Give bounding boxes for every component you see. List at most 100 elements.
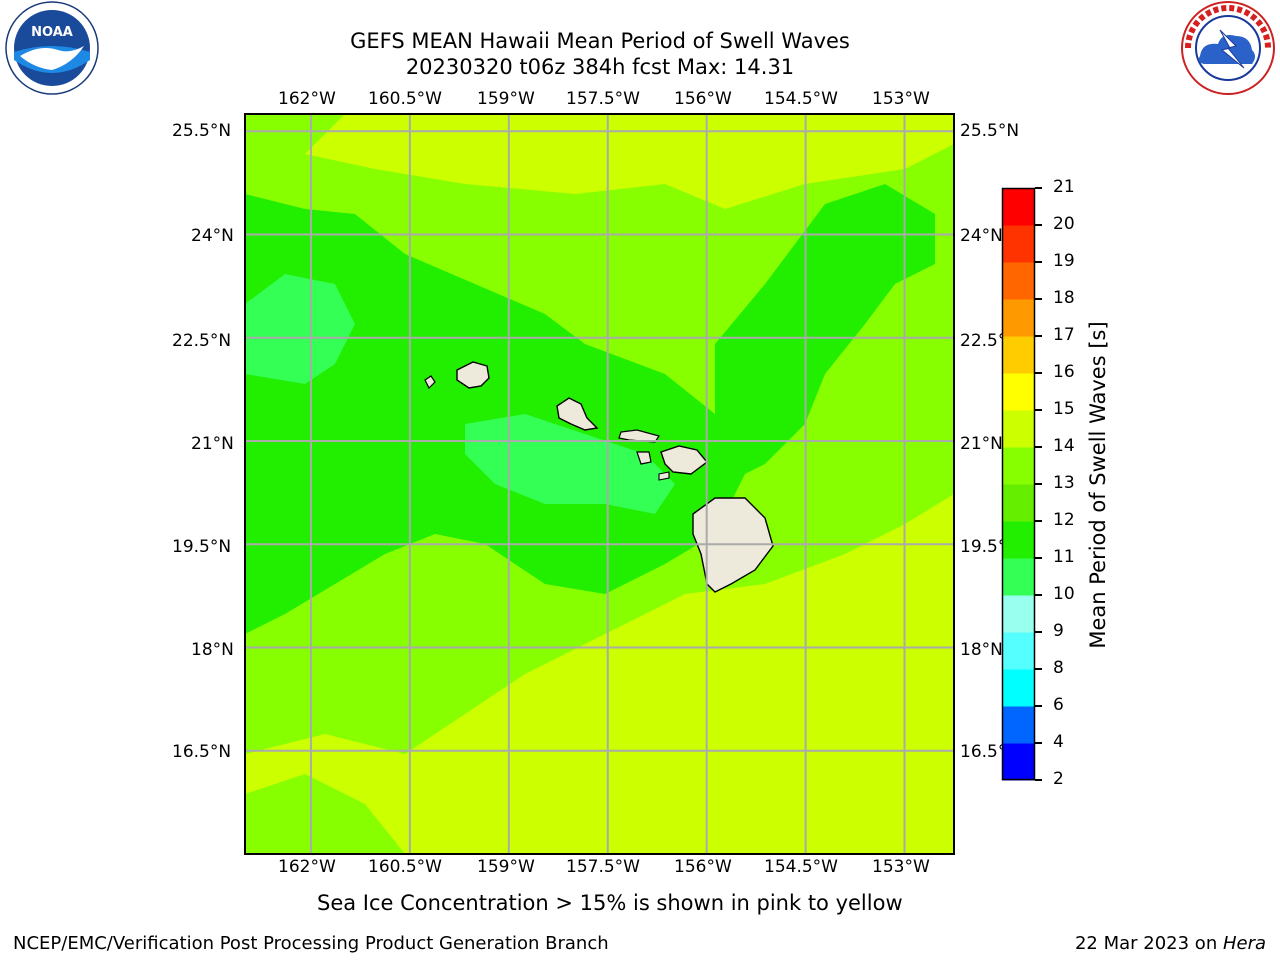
bottom-lon-label: 156°W [674, 857, 732, 877]
colorbar-tick-label: 4 [1053, 732, 1064, 752]
field-south-band [245, 494, 954, 854]
colorbar-tick-label: 11 [1053, 547, 1075, 567]
top-lon-label: 157.5°W [566, 89, 640, 109]
map-frame [244, 113, 955, 855]
colorbar-box [1002, 706, 1035, 744]
island-molokai [618, 429, 660, 443]
colorbar-tick-mark [1035, 779, 1042, 781]
generated-date: 22 Mar 2023 on Hera [1075, 933, 1266, 954]
island-lanai [636, 451, 652, 465]
right-lat-label: 25.5°N [960, 121, 1020, 141]
nws-logo [1181, 1, 1275, 95]
left-lat-label: 18°N [191, 640, 234, 660]
colorbar-tick-mark [1035, 742, 1042, 744]
colorbar-tick-mark [1035, 631, 1042, 633]
field-north-band [305, 114, 954, 209]
colorbar-box [1002, 447, 1035, 485]
colorbar-box [1002, 558, 1035, 596]
colorbar-box [1002, 484, 1035, 522]
left-lat-label: 25.5°N [172, 121, 232, 141]
colorbar-tick-label: 16 [1053, 362, 1075, 382]
colorbar-tick-label: 19 [1053, 251, 1075, 271]
bottom-lon-label: 160.5°W [368, 857, 442, 877]
top-lon-label: 159°W [477, 89, 535, 109]
colorbar-box [1002, 225, 1035, 263]
field-east-11s [715, 184, 935, 484]
left-lat-label: 22.5°N [172, 331, 232, 351]
field-southwest-12s [245, 774, 405, 854]
colorbar-box [1002, 669, 1035, 707]
colorbar-tick-mark [1035, 187, 1042, 189]
colorbar-tick-label: 2 [1053, 769, 1064, 789]
colorbar-tick-mark [1035, 557, 1042, 559]
colorbar-tick-label: 12 [1053, 510, 1075, 530]
colorbar-frame [1001, 187, 1036, 781]
colorbar-tick-label: 8 [1053, 658, 1064, 678]
noaa-logo: NOAA [5, 1, 99, 95]
top-lon-label: 162°W [278, 89, 336, 109]
field-west-11s [245, 194, 745, 634]
colorbar-tick-mark [1035, 668, 1042, 670]
colorbar-tick-label: 13 [1053, 473, 1075, 493]
colorbar-boxes [1002, 188, 1035, 781]
colorbar-box [1002, 373, 1035, 411]
island-oahu [556, 397, 599, 431]
bottom-lon-label: 153°W [872, 857, 930, 877]
colorbar-box [1002, 299, 1035, 337]
chart-subtitle: 20230320 t06z 384h fcst Max: 14.31 [405, 55, 795, 79]
right-lat-label: 24°N [960, 226, 1003, 246]
left-lat-label: 24°N [191, 226, 234, 246]
colorbar-tick-label: 21 [1053, 177, 1075, 197]
island-maui [660, 445, 709, 475]
noaa-logo-text: NOAA [31, 25, 73, 40]
field-west-10s [245, 274, 355, 384]
host-name: Hera [1222, 933, 1266, 954]
left-lat-label: 19.5°N [172, 537, 232, 557]
top-lon-label: 154.5°W [764, 89, 838, 109]
colorbar-tick-label: 20 [1053, 214, 1075, 234]
bottom-lon-label: 157.5°W [566, 857, 640, 877]
colorbar-tick-mark [1035, 483, 1042, 485]
colorbar-tick-mark [1035, 446, 1042, 448]
swell-period-map [244, 113, 955, 855]
island-kauai [456, 361, 490, 389]
colorbar-tick-mark [1035, 372, 1042, 374]
left-lat-label: 21°N [191, 434, 234, 454]
colorbar-box [1002, 336, 1035, 374]
gridlines [245, 114, 954, 854]
chart-title: GEFS MEAN Hawaii Mean Period of Swell Wa… [350, 29, 850, 53]
generated-date-text: 22 Mar 2023 on [1074, 933, 1223, 954]
colorbar-box [1002, 188, 1035, 226]
top-lon-label: 156°W [674, 89, 732, 109]
right-lat-label: 18°N [960, 640, 1003, 660]
colorbar-label: Mean Period of Swell Waves [s] [1086, 321, 1110, 649]
colorbar [1001, 187, 1036, 781]
colorbar-tick-label: 9 [1053, 621, 1064, 641]
left-lat-label: 16.5°N [172, 742, 232, 762]
colorbar-tick-mark [1035, 594, 1042, 596]
colorbar-box [1002, 262, 1035, 300]
right-lat-label: 21°N [960, 434, 1003, 454]
colorbar-box [1002, 743, 1035, 781]
colorbar-tick-mark [1035, 261, 1042, 263]
colorbar-box [1002, 410, 1035, 448]
island-niihau [424, 375, 436, 390]
colorbar-tick-label: 10 [1053, 584, 1075, 604]
colorbar-tick-label: 17 [1053, 325, 1075, 345]
colorbar-tick-mark [1035, 409, 1042, 411]
bottom-lon-label: 159°W [477, 857, 535, 877]
colorbar-tick-label: 6 [1053, 695, 1064, 715]
colorbar-tick-mark [1035, 335, 1042, 337]
colorbar-tick-label: 18 [1053, 288, 1075, 308]
top-lon-label: 160.5°W [368, 89, 442, 109]
colorbar-box [1002, 632, 1035, 670]
field-channel-10s [465, 414, 675, 514]
colorbar-tick-mark [1035, 520, 1042, 522]
bottom-lon-label: 154.5°W [764, 857, 838, 877]
colorbar-tick-mark [1035, 705, 1042, 707]
org-credit: NCEP/EMC/Verification Post Processing Pr… [13, 933, 609, 954]
bottom-lon-label: 162°W [278, 857, 336, 877]
colorbar-tick-mark [1035, 224, 1042, 226]
colorbar-tick-mark [1035, 298, 1042, 300]
colorbar-tick-label: 15 [1053, 399, 1075, 419]
